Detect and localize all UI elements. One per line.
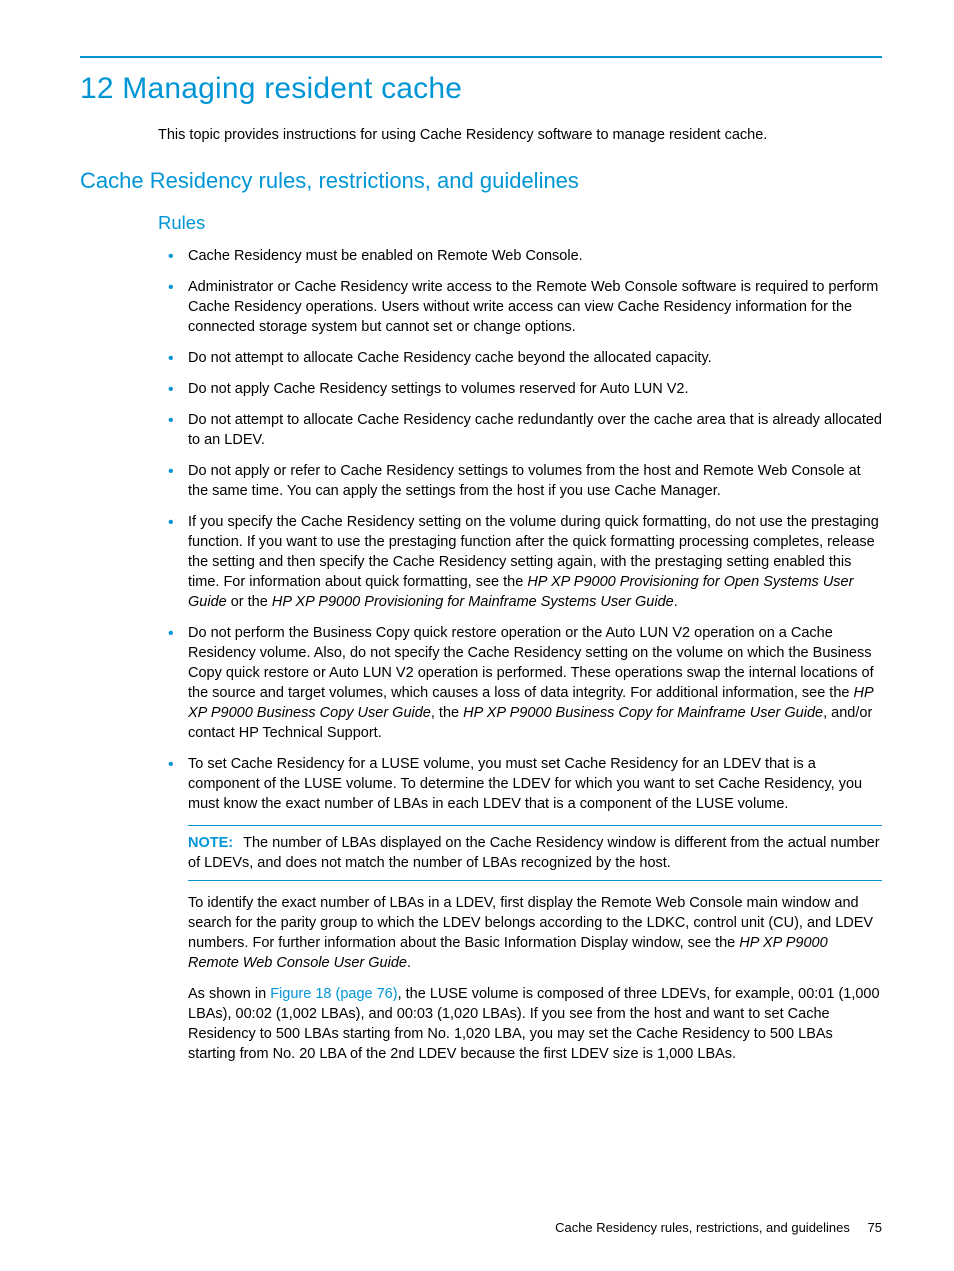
section-title: Cache Residency rules, restrictions, and… <box>80 168 882 194</box>
rules-list: Cache Residency must be enabled on Remot… <box>188 246 882 814</box>
rule-item: If you specify the Cache Residency setti… <box>188 512 882 612</box>
paragraph: To identify the exact number of LBAs in … <box>188 893 882 973</box>
rule-item: Do not perform the Business Copy quick r… <box>188 623 882 743</box>
rule-text: , the <box>431 705 463 721</box>
note-text: The number of LBAs displayed on the Cach… <box>188 835 880 871</box>
rule-item: Do not apply or refer to Cache Residency… <box>188 461 882 501</box>
footer-text: Cache Residency rules, restrictions, and… <box>555 1220 850 1235</box>
paragraph-text: . <box>407 955 411 971</box>
rule-text: Do not perform the Business Copy quick r… <box>188 625 874 701</box>
rule-text: or the <box>227 594 272 610</box>
note-block: NOTE:The number of LBAs displayed on the… <box>188 825 882 881</box>
rule-item: Administrator or Cache Residency write a… <box>188 277 882 337</box>
figure-link[interactable]: Figure 18 (page 76) <box>270 986 397 1002</box>
note-label: NOTE: <box>188 835 233 851</box>
rule-item: To set Cache Residency for a LUSE volume… <box>188 754 882 814</box>
chapter-intro: This topic provides instructions for usi… <box>158 126 882 146</box>
rule-item: Do not apply Cache Residency settings to… <box>188 379 882 399</box>
doc-title-italic: HP XP P9000 Provisioning for Mainframe S… <box>272 594 674 610</box>
top-divider <box>80 56 882 58</box>
paragraph: As shown in Figure 18 (page 76), the LUS… <box>188 984 882 1064</box>
page-number: 75 <box>868 1220 882 1235</box>
rule-item: Do not attempt to allocate Cache Residen… <box>188 410 882 450</box>
paragraph-text: As shown in <box>188 986 270 1002</box>
subsection-title: Rules <box>158 212 882 234</box>
rule-item: Cache Residency must be enabled on Remot… <box>188 246 882 266</box>
rule-item: Do not attempt to allocate Cache Residen… <box>188 348 882 368</box>
doc-title-italic: HP XP P9000 Business Copy for Mainframe … <box>463 705 823 721</box>
rule-text: . <box>674 594 678 610</box>
page-footer: Cache Residency rules, restrictions, and… <box>555 1220 882 1235</box>
chapter-title: 12 Managing resident cache <box>80 72 882 106</box>
document-page: 12 Managing resident cache This topic pr… <box>0 0 954 1115</box>
